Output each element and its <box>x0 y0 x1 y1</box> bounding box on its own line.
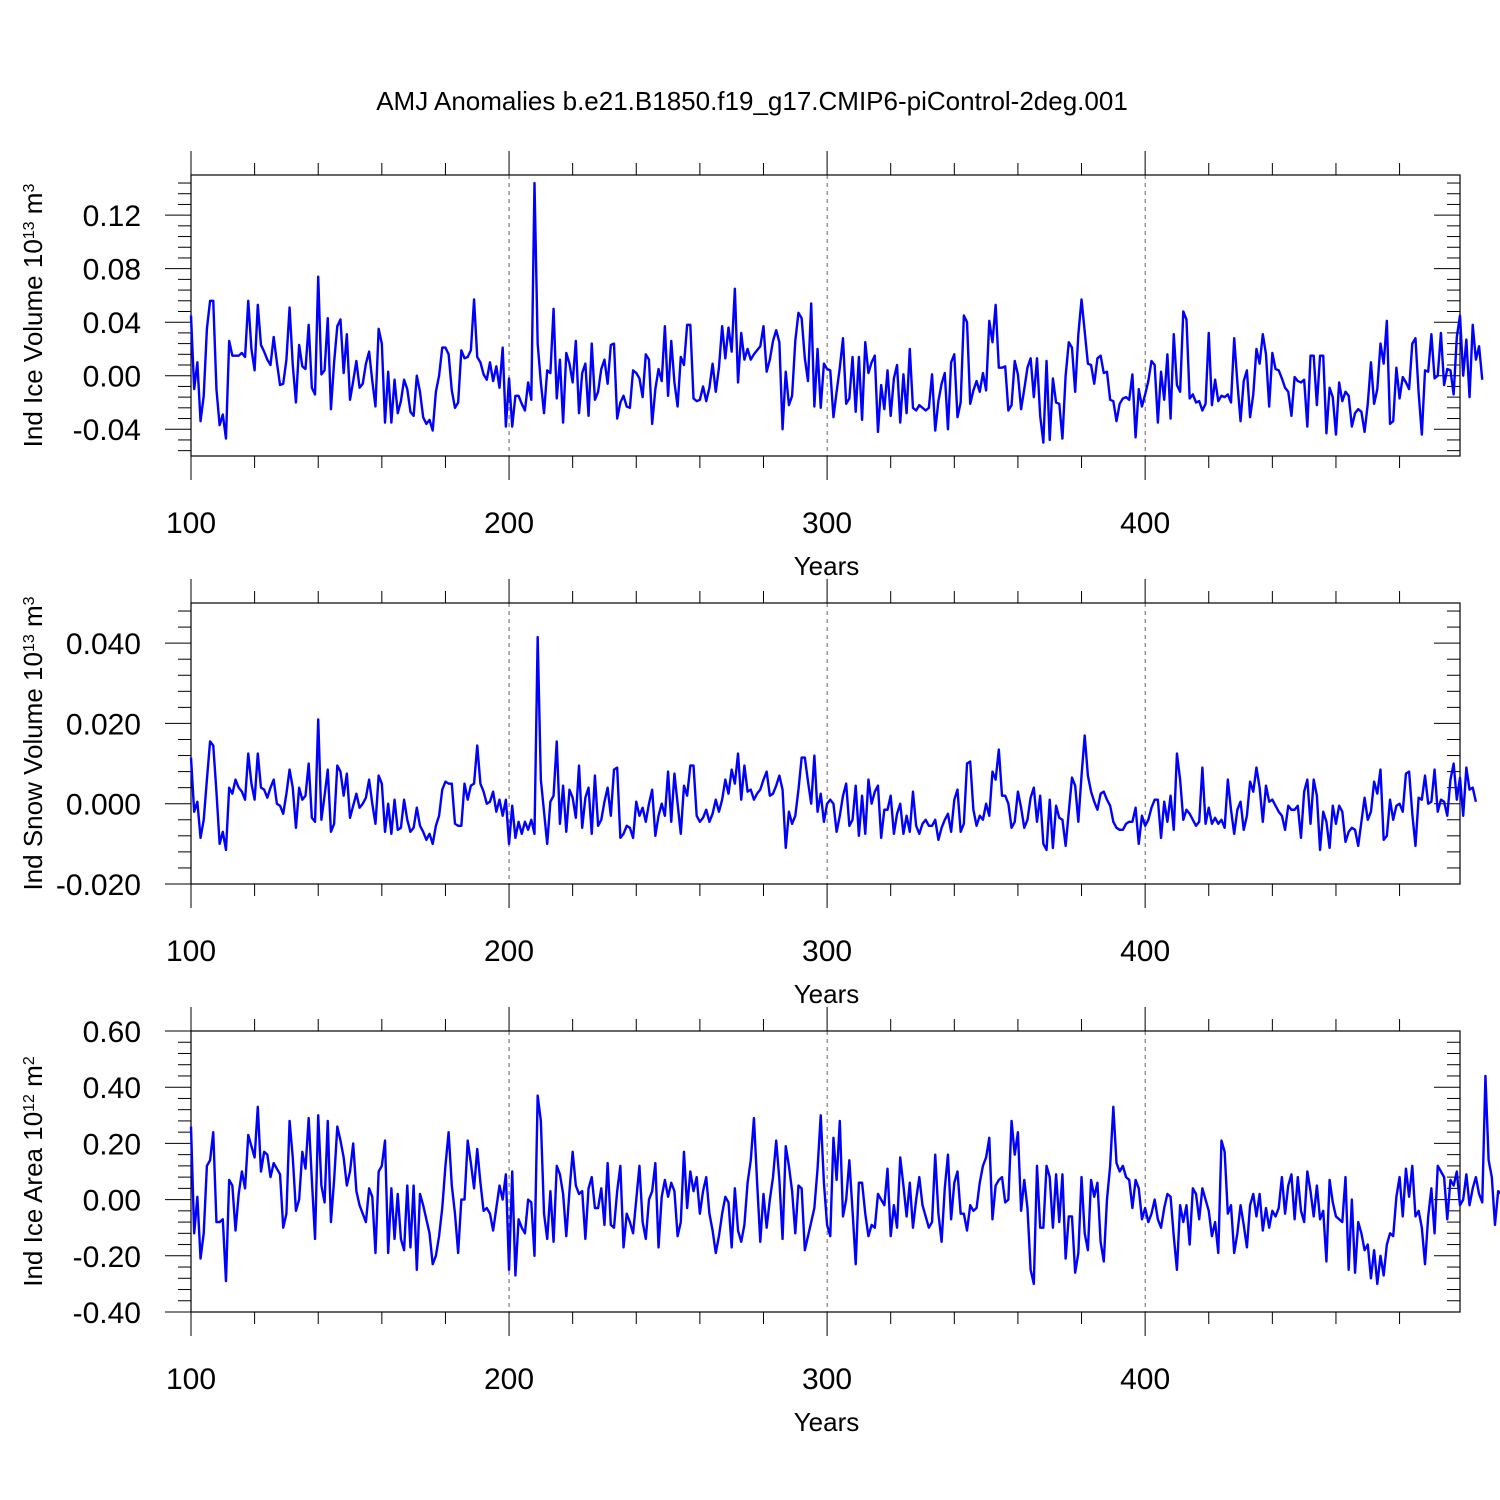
y-tick-label: 0.60 <box>83 1016 141 1049</box>
y-label-superscript: 13 <box>21 221 38 239</box>
y-tick-label: 0.12 <box>83 200 141 233</box>
y-label-superscript: 2 <box>21 1056 38 1065</box>
x-tick-label: 300 <box>802 935 852 968</box>
plot-frame <box>190 174 1461 457</box>
y-label-superscript: 12 <box>21 1094 38 1112</box>
panel-2: 100 200 300 400 -0.020 0.000 0.020 0.040 Years In… <box>18 579 1478 1009</box>
panel-1: 100 200 300 400 -0.04 0.00 0.04 0.08 0.12 Years In… <box>18 151 1484 581</box>
x-axis-label: Years <box>794 551 860 581</box>
x-tick-label: 400 <box>1120 507 1170 540</box>
y-axis-label: Ind Ice Area 1012 m2 <box>18 1056 48 1287</box>
x-tick-label: 300 <box>802 507 852 540</box>
y-tick-label: 0.04 <box>83 307 141 340</box>
x-axis-label: Years <box>794 979 860 1009</box>
y-label-text: m <box>18 1065 48 1094</box>
y-label-superscript: 3 <box>21 596 38 605</box>
y-tick-label: 0.020 <box>66 708 141 741</box>
y-tick-label: 0.040 <box>66 628 141 661</box>
y-tick-label: 0.40 <box>83 1072 141 1105</box>
x-tick-label: 400 <box>1120 935 1170 968</box>
y-tick-label: 0.08 <box>83 254 141 287</box>
y-label-superscript: 3 <box>21 184 38 193</box>
panel-3: 100 200 300 400 -0.40 -0.20 0.00 0.20 0.40 0.60 Ye… <box>18 1007 1500 1437</box>
plot-frame <box>190 602 1461 885</box>
x-tick-label: 100 <box>166 935 216 968</box>
y-axis-label: Ind Snow Volume 1013 m3 <box>18 596 48 890</box>
x-tick-label: 200 <box>484 935 534 968</box>
x-tick-label: 200 <box>484 507 534 540</box>
y-label-superscript: 13 <box>21 634 38 652</box>
series-line <box>189 635 1478 852</box>
y-tick-label: -0.20 <box>73 1241 141 1274</box>
y-tick-label: -0.40 <box>73 1297 141 1330</box>
x-axis-label: Years <box>794 1407 860 1437</box>
y-tick-label: 0.20 <box>83 1128 141 1161</box>
chart-title: AMJ Anomalies b.e21.B1850.f19_g17.CMIP6-… <box>376 86 1128 116</box>
y-tick-label: 0.00 <box>83 361 141 394</box>
x-tick-label: 200 <box>484 1363 534 1396</box>
y-tick-label: 0.00 <box>83 1185 141 1218</box>
y-tick-label: 0.000 <box>66 789 141 822</box>
y-label-text: Ind Ice Volume 10 <box>18 239 48 447</box>
y-tick-label: -0.020 <box>56 869 141 902</box>
plot-frame <box>190 1030 1461 1313</box>
series-line <box>189 1074 1500 1286</box>
x-tick-label: 300 <box>802 1363 852 1396</box>
x-tick-label: 100 <box>166 507 216 540</box>
x-tick-label: 100 <box>166 1363 216 1396</box>
y-axis-label: Ind Ice Volume 1013 m3 <box>18 184 48 448</box>
panels-group: 100 200 300 400 -0.04 0.00 0.04 0.08 0.12 Years In… <box>18 151 1500 1437</box>
x-tick-label: 400 <box>1120 1363 1170 1396</box>
y-label-text: m <box>18 193 48 222</box>
series-line <box>189 181 1484 444</box>
y-label-text: Ind Snow Volume 10 <box>18 652 48 891</box>
y-label-text: m <box>18 605 48 634</box>
y-tick-label: -0.04 <box>73 414 141 447</box>
y-label-text: Ind Ice Area 10 <box>18 1112 48 1287</box>
